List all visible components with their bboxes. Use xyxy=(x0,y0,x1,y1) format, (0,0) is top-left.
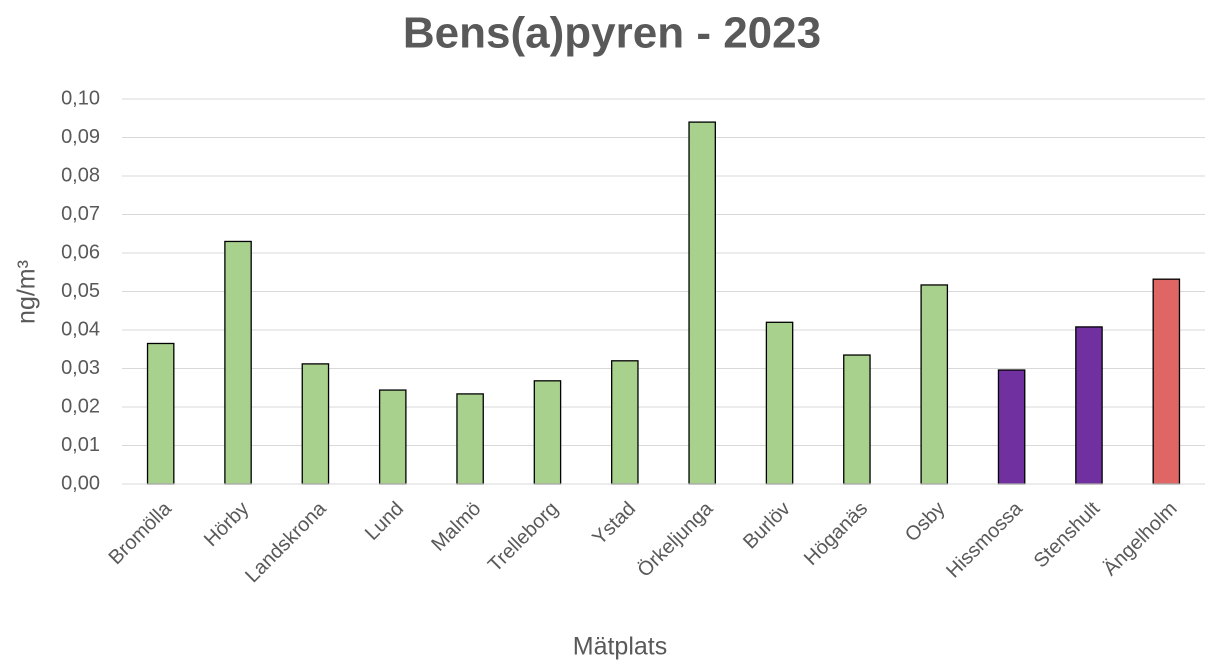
bar xyxy=(1152,278,1181,485)
x-tick-label: Bromölla xyxy=(105,497,177,569)
x-tick-label: Hörby xyxy=(200,498,253,551)
x-tick-label: Ängelholm xyxy=(1099,498,1181,580)
x-tick-label: Malmö xyxy=(427,498,485,556)
x-tick-label: Höganäs xyxy=(800,498,872,570)
bar xyxy=(146,342,175,485)
x-tick-label: Hissmossa xyxy=(942,497,1027,582)
y-tick-label: 0,00 xyxy=(61,472,100,494)
x-axis-label: Mätplats xyxy=(573,633,667,661)
y-tick-label: 0,02 xyxy=(61,395,100,417)
bar xyxy=(688,121,716,485)
bar xyxy=(765,321,794,485)
x-tick-label: Landskrona xyxy=(241,497,331,587)
y-axis-label: ng/m³ xyxy=(13,260,41,324)
bar xyxy=(224,240,252,485)
chart-title: Bens(a)pyren - 2023 xyxy=(403,9,821,58)
y-tick-label: 0,08 xyxy=(61,164,100,186)
y-tick-label: 0,09 xyxy=(61,126,100,148)
bar xyxy=(456,393,484,485)
x-tick-label: Örkeljunga xyxy=(634,497,719,582)
bar xyxy=(1075,326,1103,485)
y-tick-label: 0,04 xyxy=(61,318,100,340)
x-tick-label: Osby xyxy=(901,498,950,547)
y-tick-label: 0,03 xyxy=(61,357,100,379)
x-tick-label: Ystad xyxy=(588,498,640,550)
y-tick-label: 0,06 xyxy=(61,241,100,263)
bar xyxy=(301,363,330,485)
x-tick-label: Trelleborg xyxy=(484,498,563,577)
x-tick-label: Stenshult xyxy=(1030,497,1105,572)
bar xyxy=(611,360,639,485)
bar xyxy=(920,284,949,485)
y-tick-label: 0,10 xyxy=(61,87,100,109)
y-tick-label: 0,07 xyxy=(61,203,100,225)
bar xyxy=(843,354,871,485)
x-tick-label: Lund xyxy=(361,498,408,545)
y-tick-label: 0,05 xyxy=(61,280,100,302)
bar xyxy=(997,369,1026,485)
bar xyxy=(533,380,562,485)
x-tick-label: Burlöv xyxy=(739,498,795,554)
y-tick-label: 0,01 xyxy=(61,434,100,456)
bar xyxy=(378,389,407,485)
